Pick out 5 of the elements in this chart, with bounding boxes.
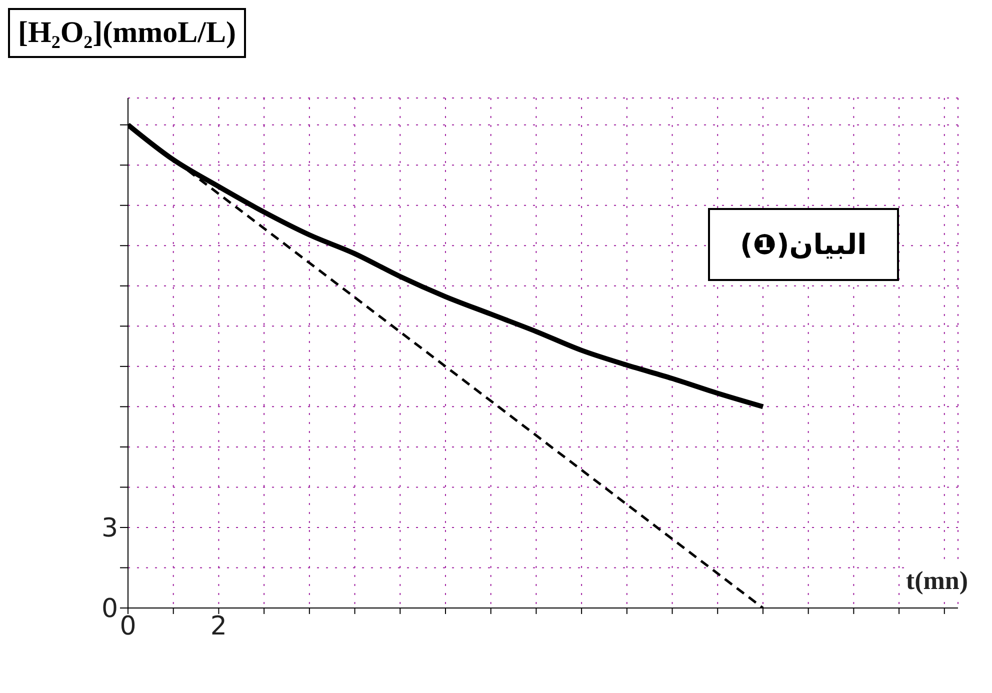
y-tick-label: 3 [101, 514, 118, 544]
x-axis-title: t(mn) [906, 566, 968, 596]
annotation: البيان(❶) [708, 208, 899, 281]
y-axis-title: [H₂O₂](mmoL/L) [8, 8, 246, 58]
x-tick-label: 2 [210, 611, 227, 642]
